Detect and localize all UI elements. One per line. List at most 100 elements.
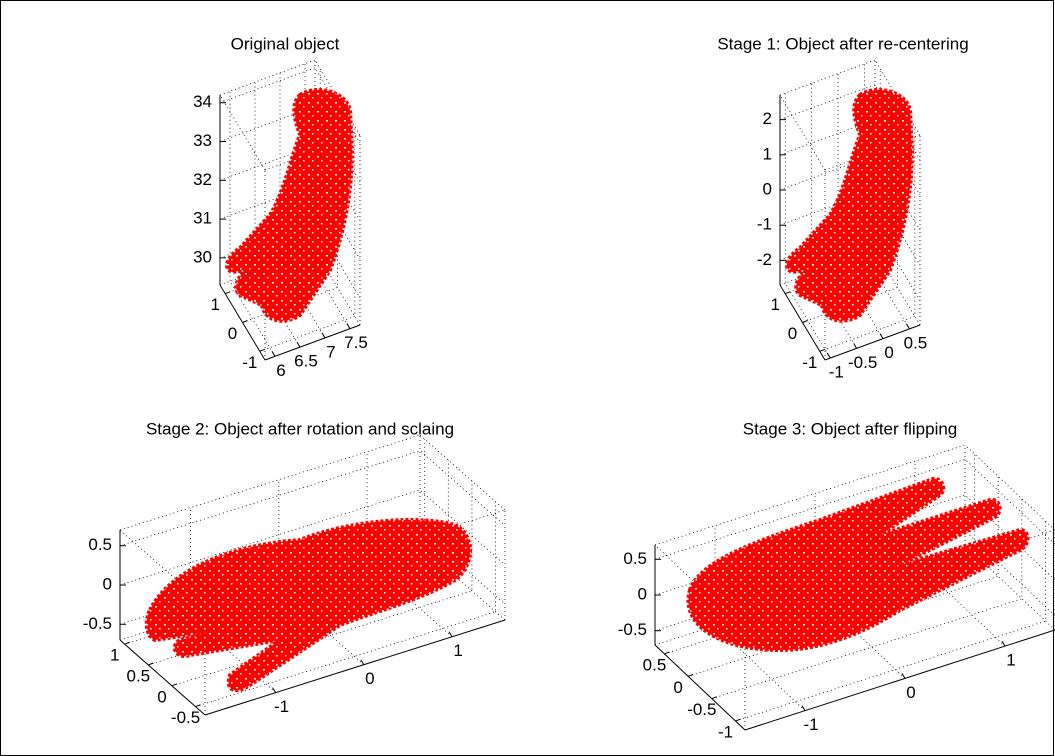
tick-mark [271,351,276,357]
x-tick-label: 7 [326,342,335,361]
box-edge [119,529,206,606]
box-edge [419,544,506,621]
axis-line [744,629,1055,731]
x-tick-label: 0 [884,343,893,362]
tick-mark [296,341,301,348]
tick-mark [801,705,806,711]
tick-mark [360,659,365,665]
tick-mark [1001,640,1006,647]
tick-mark [802,320,808,323]
subplot-title: Original object [231,34,340,53]
tick-mark [901,673,906,679]
z-tick-label: 0.5 [88,535,112,554]
box-edge [119,434,421,531]
z-tick-label: 34 [193,92,212,111]
tick-mark [346,323,351,329]
y-tick-label: 0 [788,324,797,343]
grid-line [654,458,1055,560]
y-tick-label: 1 [210,295,219,314]
y-tick-label: 0.5 [643,655,667,674]
box-edge [874,59,921,136]
axis-line [654,644,746,731]
axis-line [824,324,921,361]
tick-mark [242,320,248,323]
subplot-title: Stage 1: Object after re-centering [717,34,968,53]
z-tick-label: 30 [193,247,212,266]
axis-line [264,324,361,361]
box-edge [419,434,506,511]
tick-mark [124,641,130,645]
tick-mark [195,704,201,708]
point-cloud-texture [226,90,352,321]
x-tick-label: 7.5 [344,333,368,352]
box-edge [964,444,1055,531]
z-tick-label: 31 [193,209,212,228]
y-tick-label: 0.5 [127,666,151,685]
point-cloud-texture [146,520,470,691]
tick-mark [826,352,831,359]
y-tick-label: 0 [673,678,682,697]
box-edge [219,94,266,171]
tick-mark [225,291,231,295]
z-tick-label: 0 [763,179,772,198]
tick-mark [148,662,154,666]
x-tick-label: 1 [453,641,462,660]
box-edge [219,59,316,96]
tick-mark [785,291,791,295]
z-tick-label: -2 [757,250,772,269]
tick-mark [906,323,910,330]
grid-line [119,450,506,547]
z-tick-label: -0.5 [83,614,112,633]
x-tick-label: 0 [365,669,374,688]
tick-mark [272,687,277,693]
x-tick-label: 6.5 [294,352,318,371]
tick-mark [448,631,453,638]
z-tick-label: 33 [193,131,212,150]
y-tick-label: 1 [770,295,779,314]
y-tick-label: 0 [228,324,237,343]
z-tick-label: 32 [193,170,212,189]
z-tick-label: 1 [763,144,772,163]
box-edge [779,94,826,171]
x-tick-label: -1 [274,697,289,716]
tick-mark [711,696,718,700]
y-tick-label: -0.5 [687,700,716,719]
tick-mark [819,348,825,352]
x-tick-label: 0.5 [904,333,928,352]
x-tick-label: -1 [829,363,844,382]
tick-mark [321,332,326,339]
x-tick-label: -0.5 [848,353,877,372]
tick-mark [687,673,694,677]
z-tick-label: 0 [638,584,647,603]
tick-mark [664,651,670,655]
subplot-title: Stage 2: Object after rotation and sclai… [146,419,454,438]
axis-line [204,619,506,716]
tick-mark [879,333,884,339]
tick-mark [259,348,265,352]
y-tick-label: -1 [242,353,257,372]
z-tick-label: 2 [763,109,772,128]
box-edge [314,59,361,136]
tick-mark [171,683,178,687]
tick-mark [853,343,858,349]
x-tick-label: 0 [906,683,915,702]
x-tick-label: -1 [803,715,818,734]
grid-line [735,521,1046,722]
z-tick-label: -0.5 [618,620,647,639]
y-tick-label: -0.5 [171,708,200,727]
x-tick-label: 6 [276,361,285,380]
grid-line [195,501,496,708]
z-tick-label: 0 [103,574,112,593]
z-tick-label: 0.5 [623,549,647,568]
point-cloud-texture [786,90,912,321]
z-tick-label: -1 [757,215,772,234]
tick-mark [735,718,741,722]
y-tick-label: -1 [802,353,817,372]
point-cloud-texture [688,478,1028,650]
box-edge [964,544,1055,631]
box-edge [779,59,876,96]
axis-line [119,639,206,716]
subplot-title: Stage 3: Object after flipping [743,419,958,438]
